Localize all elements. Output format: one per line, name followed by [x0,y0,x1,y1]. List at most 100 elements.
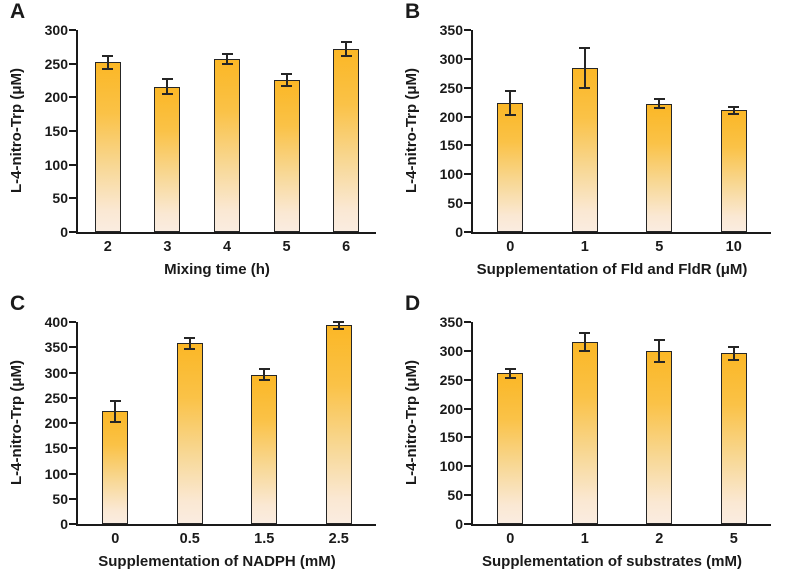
error-bar-line [509,368,512,378]
y-tick-label: 150 [44,123,68,139]
error-bar-cap [653,338,665,341]
y-tick-label: 250 [439,371,463,388]
panel-a: A L-4-nitro-Trp (μM) 0 50 100 150 200 250 300 2… [0,0,395,292]
panel-label-b: B [405,0,421,23]
error-bar-cap [102,54,114,57]
y-tick-mark [464,231,471,233]
bar [102,411,129,524]
y-tick-label: 250 [44,55,68,72]
error-bar-line [658,339,661,362]
error-bar-cap [258,378,270,381]
y-tick-label: 100 [44,465,68,482]
y-tick-mark [69,396,76,399]
bar [720,353,747,524]
y-tick-label: 300 [44,364,68,381]
y-tick-mark [464,202,471,205]
error-bar-cap [184,336,196,339]
y-tick-mark [69,523,76,525]
bar [497,373,524,524]
error-bar-cap [504,90,516,93]
x-category-label: 5 [729,531,738,547]
bar [720,110,747,232]
error-bar-line [114,400,117,422]
error-bar-cap [728,358,740,361]
bar [251,374,278,524]
x-axis-title: Mixing time (h) [164,261,270,278]
error-bar-cap [258,368,270,371]
x-category-label: 3 [163,239,172,255]
y-tick-mark [464,494,471,497]
error-bar-cap [221,52,233,55]
error-bar-cap [504,376,516,379]
y-tick-label: 150 [439,137,463,154]
error-bar-cap [340,54,352,57]
y-tick-label: 100 [439,458,463,475]
x-category-label: 6 [342,239,351,255]
y-tick-label: 350 [439,314,463,330]
x-category-label: 2 [655,531,664,547]
error-bar-line [732,106,735,114]
plot-area-d: 0 50 100 150 200 250 300 350 0 1 2 5 [440,314,771,547]
error-bar-cap [653,98,665,101]
x-axis-title: Supplementation of substrates (mM) [481,553,743,570]
error-bar-cap [161,92,173,95]
y-tick-label: 50 [52,490,68,507]
error-bar-cap [504,114,516,117]
y-tick-mark [69,472,76,475]
x-category-label: 2 [103,239,112,255]
y-tick-mark [464,349,471,352]
y-tick-mark [464,115,471,118]
y-tick-mark [69,422,76,424]
error-bar-line [263,369,266,380]
bar [214,58,240,232]
error-bar-line [658,99,661,109]
bar [154,86,181,232]
error-bar-cap [109,420,121,423]
y-tick-mark [464,173,471,176]
x-category-label: 1 [580,239,589,255]
error-bar-cap [579,86,591,89]
error-bar-cap [728,345,740,348]
x-category-label: 1.5 [254,531,275,547]
bar [646,350,673,524]
bar [497,103,524,232]
panel-label-d: D [405,292,421,315]
y-tick-label: 200 [439,108,463,125]
y-tick-label: 200 [44,89,68,106]
error-bar-line [166,79,169,94]
y-tick-mark [464,436,471,439]
y-tick-label: 0 [455,516,463,532]
error-bar-cap [504,367,516,370]
y-tick-mark [69,346,76,349]
y-tick-label: 300 [439,342,463,359]
y-tick-mark [464,407,471,410]
bar [571,68,598,232]
y-tick-label: 150 [44,440,68,457]
error-bar-cap [221,63,233,66]
y-tick-label: 150 [439,429,463,446]
y-tick-mark [69,231,76,233]
y-tick-mark [69,163,76,166]
y-tick-label: 200 [439,400,463,417]
y-tick-label: 300 [44,22,68,38]
error-bar-cap [653,107,665,110]
error-bar-line [509,91,512,116]
bar [176,343,203,524]
y-tick-label: 350 [439,22,463,38]
y-tick-label: 50 [52,190,68,207]
bar [273,79,300,232]
y-tick-mark [69,197,76,200]
error-bar-line [583,48,586,88]
y-tick-label: 300 [439,50,463,67]
x-axis-title: Supplementation of Fld and FldR (μM) [476,261,748,278]
y-tick-mark [464,29,471,31]
x-category-label: 5 [282,239,291,255]
x-category-label: 1 [580,531,589,547]
error-bar-line [345,42,348,56]
y-tick-mark [69,96,76,99]
error-bar-line [337,321,340,329]
y-tick-mark [69,62,76,65]
y-tick-label: 350 [44,339,68,356]
error-bar-line [732,346,735,360]
